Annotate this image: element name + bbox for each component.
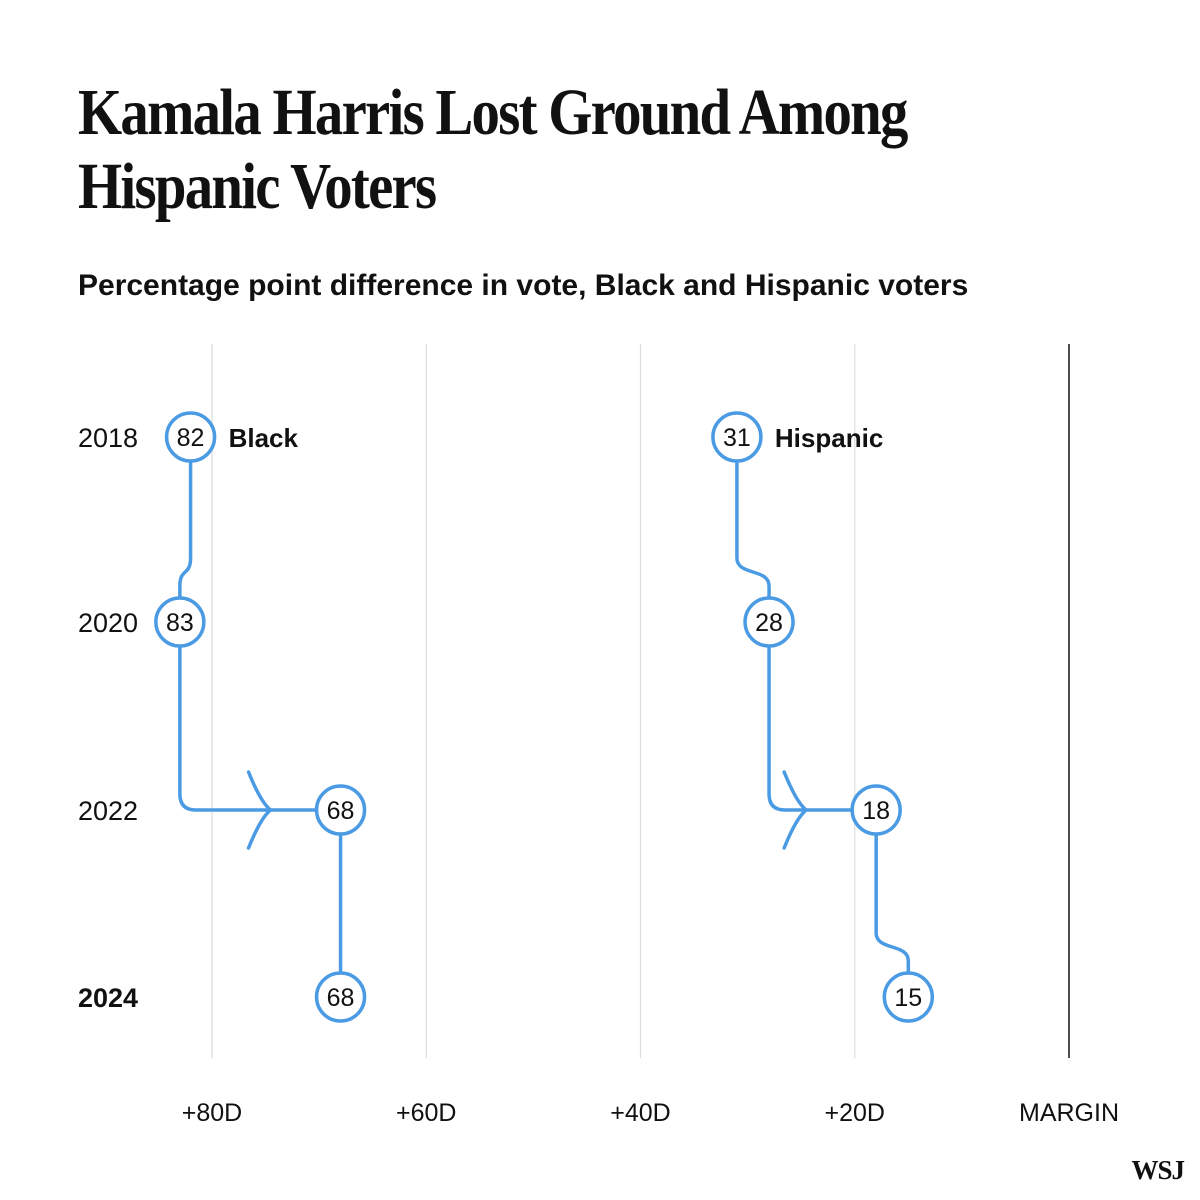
data-point-circle: [154, 596, 206, 648]
data-points: 82 83 68 68 Black 31 28 18 15 Hispanic: [154, 411, 935, 1023]
data-point-circle: [743, 596, 795, 648]
data-point-label: 82: [177, 424, 205, 452]
data-point-circle: [314, 784, 367, 836]
data-point-label: 83: [166, 609, 194, 637]
year-label: 2018: [78, 423, 138, 453]
data-point-label: 15: [894, 984, 922, 1012]
chart-title: Kamala Harris Lost Ground Among Hispanic…: [78, 76, 908, 223]
year-label: 2024: [78, 983, 138, 1013]
year-label: 2022: [78, 796, 138, 826]
data-point-circle: [882, 971, 935, 1023]
chart-subtitle: Percentage point difference in vote, Bla…: [78, 269, 969, 302]
year-labels: 2018 2020 2022 2024: [78, 423, 138, 1013]
series-paths: [178, 435, 911, 999]
direction-arrow-icon: [246, 770, 273, 850]
x-tick-label: MARGIN: [1019, 1099, 1119, 1127]
series-label-black: Black: [229, 423, 299, 453]
data-point-circle: [314, 971, 367, 1023]
x-tick-label: +60D: [396, 1099, 456, 1127]
x-tick-label: +20D: [825, 1099, 885, 1127]
data-point-label: 68: [327, 797, 355, 825]
data-point-circle: [164, 411, 217, 463]
wsj-logo: WSJ: [1131, 1155, 1185, 1185]
data-point-label: 68: [327, 984, 355, 1012]
x-tick-label: +80D: [182, 1099, 242, 1127]
data-point-label: 28: [755, 609, 783, 637]
series-path-black: [178, 435, 343, 999]
series-label-hispanic: Hispanic: [775, 423, 883, 453]
direction-arrow-icon: [782, 770, 808, 850]
year-label: 2020: [78, 608, 138, 638]
data-point-circle: [711, 411, 763, 463]
data-point-label: 18: [862, 797, 890, 825]
data-point-circle: [850, 784, 902, 836]
data-point-label: 31: [723, 424, 751, 452]
x-axis-ticks: +80D +60D +40D +20D MARGIN: [182, 1099, 1119, 1127]
series-path-hispanic: [735, 435, 911, 999]
gridlines: [211, 344, 1070, 1058]
x-tick-label: +40D: [610, 1099, 670, 1127]
